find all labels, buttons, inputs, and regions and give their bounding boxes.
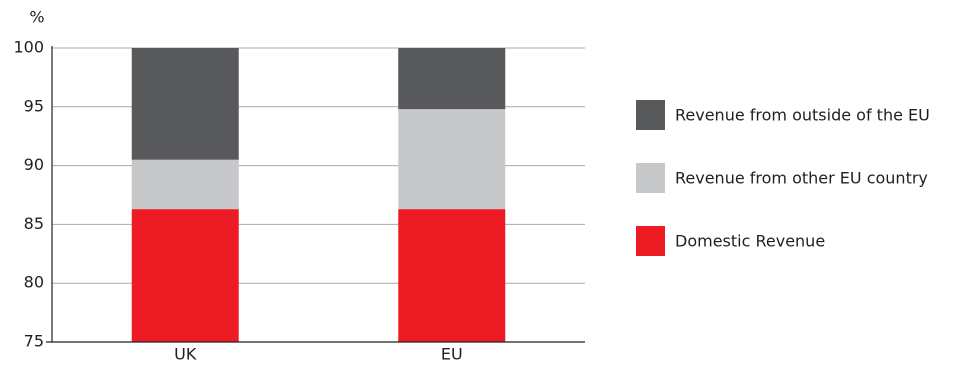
legend-swatch [636, 163, 665, 193]
y-tick-label: 80 [24, 273, 44, 292]
y-axis-label: % [29, 8, 44, 27]
legend-swatch [636, 226, 665, 256]
legend-label: Revenue from outside of the EU [675, 106, 930, 125]
legend-label: Revenue from other EU country [675, 169, 928, 188]
y-tick-label: 95 [24, 96, 44, 115]
y-tick-label: 90 [24, 155, 44, 174]
legend-swatch [636, 100, 665, 130]
legend-label: Domestic Revenue [675, 232, 825, 251]
x-tick-label: UK [174, 345, 197, 364]
bar-segment [131, 48, 239, 160]
y-tick-label: 85 [24, 214, 44, 233]
bar-segment [398, 109, 506, 210]
bar-segment [131, 209, 239, 342]
bar-segment [398, 48, 506, 110]
y-tick-label: 100 [13, 38, 44, 57]
bar-segment [398, 209, 506, 342]
y-tick-label: 75 [24, 332, 44, 351]
bar-segment [131, 159, 239, 210]
x-tick-label: EU [441, 345, 463, 364]
